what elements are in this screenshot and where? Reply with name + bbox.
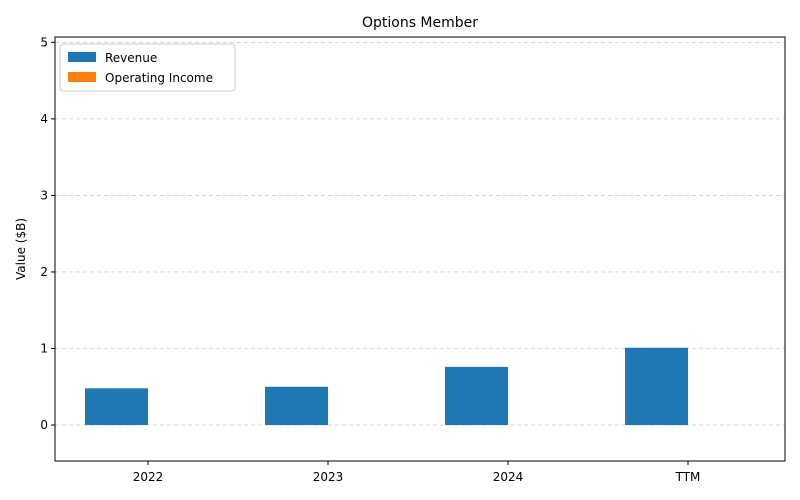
y-tick-label: 0 <box>40 418 48 432</box>
y-tick-label: 3 <box>40 188 48 202</box>
plot-frame <box>54 36 786 462</box>
bar-revenue <box>625 347 688 426</box>
x-tick-label: 2024 <box>493 470 524 484</box>
legend-swatch <box>68 72 96 82</box>
x-tick-label: 2023 <box>313 470 344 484</box>
bar-revenue <box>265 386 328 426</box>
y-tick-label: 5 <box>40 35 48 49</box>
x-axis: 2022 2023 2024 TTM <box>133 461 701 484</box>
legend: Revenue Operating Income <box>59 43 236 92</box>
y-tick-label: 1 <box>40 341 48 355</box>
y-tick-label: 2 <box>40 265 48 279</box>
gridlines <box>55 41 785 426</box>
x-tick-label: TTM <box>675 470 701 484</box>
bar-revenue <box>85 388 148 426</box>
bar-revenue <box>445 366 508 426</box>
legend-label: Revenue <box>105 51 157 65</box>
legend-box <box>59 43 236 92</box>
y-tick-label: 4 <box>40 112 48 126</box>
x-tick-label: 2022 <box>133 470 164 484</box>
y-axis-label: Value ($B) <box>14 218 28 280</box>
bars <box>85 347 688 426</box>
y-axis: 0 1 2 3 4 5 <box>40 35 55 432</box>
legend-label: Operating Income <box>105 71 213 85</box>
legend-swatch <box>68 52 96 62</box>
chart-title: Options Member <box>362 15 478 31</box>
